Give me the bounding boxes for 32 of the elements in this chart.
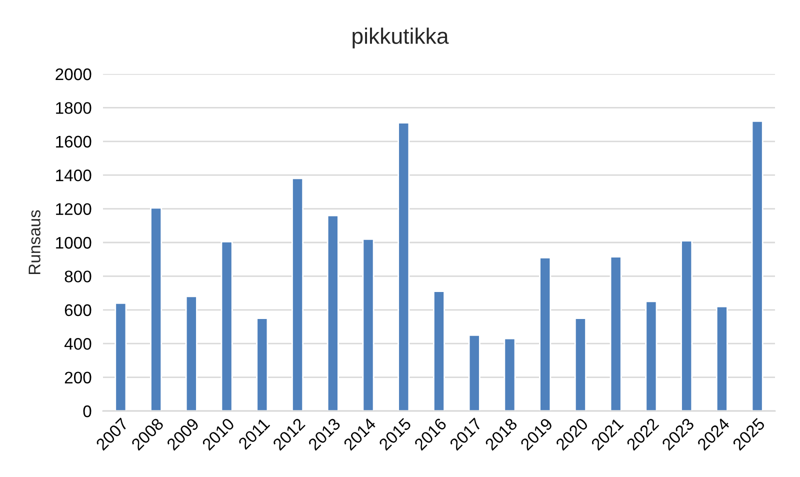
bar [433,290,445,411]
y-tick-label: 200 [64,372,92,384]
bar [292,178,304,411]
bar [185,296,198,411]
bar [114,302,127,411]
y-axis-title: Runsaus [28,210,40,274]
bar [504,338,516,411]
y-tick-label: 800 [64,270,92,282]
y-tick-label: 1600 [56,136,92,148]
bar [680,240,693,411]
y-tick-label: 1800 [56,102,92,114]
bar [539,256,552,411]
bar [716,306,728,411]
y-tick-label: 0 [83,405,92,418]
bar [362,238,374,411]
y-tick-label: 1000 [56,236,92,249]
bar [468,334,480,411]
y-tick-label: 2000 [56,68,92,80]
y-tick-label: 600 [64,304,92,316]
bar [574,318,586,411]
chart-title: pikkutikka [352,28,449,48]
y-tick-label: 400 [64,338,92,350]
bar [751,120,764,411]
y-tick-label: 1200 [56,203,92,216]
bar [256,318,268,411]
bar [326,214,339,411]
bar [398,122,410,411]
bar [645,300,658,411]
y-tick-label: 1400 [56,170,92,182]
bar [220,240,233,411]
bar [610,256,622,411]
bar [150,207,162,411]
